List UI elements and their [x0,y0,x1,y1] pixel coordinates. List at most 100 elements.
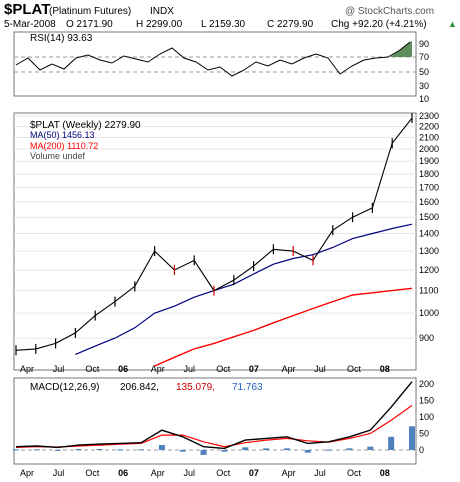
rsi-tick-10: 10 [419,94,429,104]
x-axis-label: 06 [118,468,128,478]
macd-histogram-bar [325,449,332,451]
x-axis-label: Apr [282,364,296,374]
price-bars [15,113,413,356]
ma50-line [75,223,413,355]
x-axis-label: Apr [151,468,165,478]
x-axis-label: Oct [216,468,231,478]
macd-histogram-bar [54,450,61,451]
price-tick-label: 1200 [419,265,439,275]
price-tick-label: 1300 [419,246,439,256]
x-axis-label: Oct [85,364,100,374]
macd-histogram-bar [117,449,124,451]
price-tick-label: 2300 [419,111,439,121]
macd-tick-label: 100 [419,412,434,422]
macd-histogram-bar [409,426,415,450]
macd-histogram-bar [221,450,228,452]
rsi-tick-70: 70 [419,52,429,62]
rsi-line [15,41,411,77]
macd-histogram-bar [75,449,82,451]
x-axis-label: Oct [216,364,231,374]
macd-histogram-bar [388,436,395,450]
macd-axis-labels: 200 150 100 50 0 [419,379,434,455]
x-axis-label: Jul [53,364,65,374]
macd-tick-label: 50 [419,429,429,439]
instrument-name: (Platinum Futures) [49,6,131,17]
x-axis-label: 08 [380,468,390,478]
macd-histogram-bar [13,449,19,451]
volume-legend: Volume undef [30,151,86,161]
exchange: INDX [150,6,174,17]
price-tick-label: 1700 [419,183,439,193]
macd-histogram-value: 71.763 [232,382,263,393]
price-gridlines [14,115,416,339]
x-axis-label: Apr [20,364,34,374]
macd-signal-line [15,404,413,448]
x-axis-label: Oct [347,468,362,478]
x-axis-label: Apr [151,364,165,374]
quote-low: L 2159.30 [201,19,246,30]
price-tick-label: 1500 [419,212,439,222]
price-tick-label: 1800 [419,169,439,179]
macd-line [15,381,413,450]
x-axis-label: Oct [85,468,100,478]
rsi-label: RSI(14) 93.63 [30,33,93,44]
ma200-line [154,287,413,367]
price-x-axis-labels: Apr Jul Oct 06 Apr Jul Oct 07 Apr Jul Oct 08 [20,364,390,374]
macd-histogram-bar [283,448,290,450]
quote-date: 5-Mar-2008 [4,19,56,30]
macd-histogram-bar [200,450,207,455]
macd-histogram-bar [179,450,186,452]
x-axis-label: Apr [282,468,296,478]
macd-tick-label: 150 [419,396,434,406]
macd-histogram-bar [346,448,353,450]
x-axis-label: 07 [249,468,259,478]
x-axis-label: Oct [347,364,362,374]
rsi-tick-30: 30 [419,81,429,91]
macd-x-axis-labels: Apr Jul Oct 06 Apr Jul Oct 07 Apr Jul Oct 08 [20,468,390,478]
macd-histogram-bar [263,448,270,450]
quote-change: Chg +92.20 (+4.21%) [331,19,427,30]
price-tick-label: 900 [419,333,434,343]
x-axis-label: 07 [249,364,259,374]
change-arrow-icon: ▲ [448,19,457,29]
quote-high: H 2299.00 [136,19,183,30]
quote-open: O 2171.90 [66,19,113,30]
price-tick-label: 2000 [419,144,439,154]
macd-histogram-bar [367,446,374,450]
x-axis-label: Jul [53,468,65,478]
rsi-tick-50: 50 [419,67,429,77]
macd-histogram [13,426,415,455]
macd-histogram-bar [242,447,249,450]
macd-histogram-bar [158,445,165,450]
watermark: @ StockCharts.com [345,6,434,17]
price-tick-label: 1900 [419,156,439,166]
macd-histogram-bar [304,450,311,453]
ma200-legend: MA(200) 1110.72 [30,141,98,151]
macd-signal-value: 135.079, [176,382,215,393]
price-tick-label: 1600 [419,197,439,207]
x-axis-label: Jul [314,468,326,478]
macd-value: 206.842, [120,382,159,393]
quote-close: C 2279.90 [267,19,314,30]
price-tick-label: 2200 [419,122,439,132]
price-panel-frame [13,112,417,371]
macd-histogram-bar [33,449,40,451]
x-axis-label: Jul [184,468,196,478]
price-tick-label: 1100 [419,286,438,296]
x-axis-label: 08 [380,364,390,374]
macd-tick-label: 200 [419,379,434,389]
macd-histogram-bar [96,449,103,451]
price-tick-label: 1000 [419,308,439,318]
ma50-legend: MA(50) 1456.13 [30,130,95,140]
price-legend: $PLAT (Weekly) 2279.90 [30,120,141,131]
x-axis-label: Jul [184,364,196,374]
x-axis-label: 06 [118,364,128,374]
macd-histogram-bar [138,449,145,451]
macd-tick-label: 0 [419,445,424,455]
price-tick-label: 1400 [419,229,439,239]
rsi-tick-90: 90 [419,39,429,49]
symbol: $PLAT [4,1,50,18]
price-tick-label: 2100 [419,133,439,143]
